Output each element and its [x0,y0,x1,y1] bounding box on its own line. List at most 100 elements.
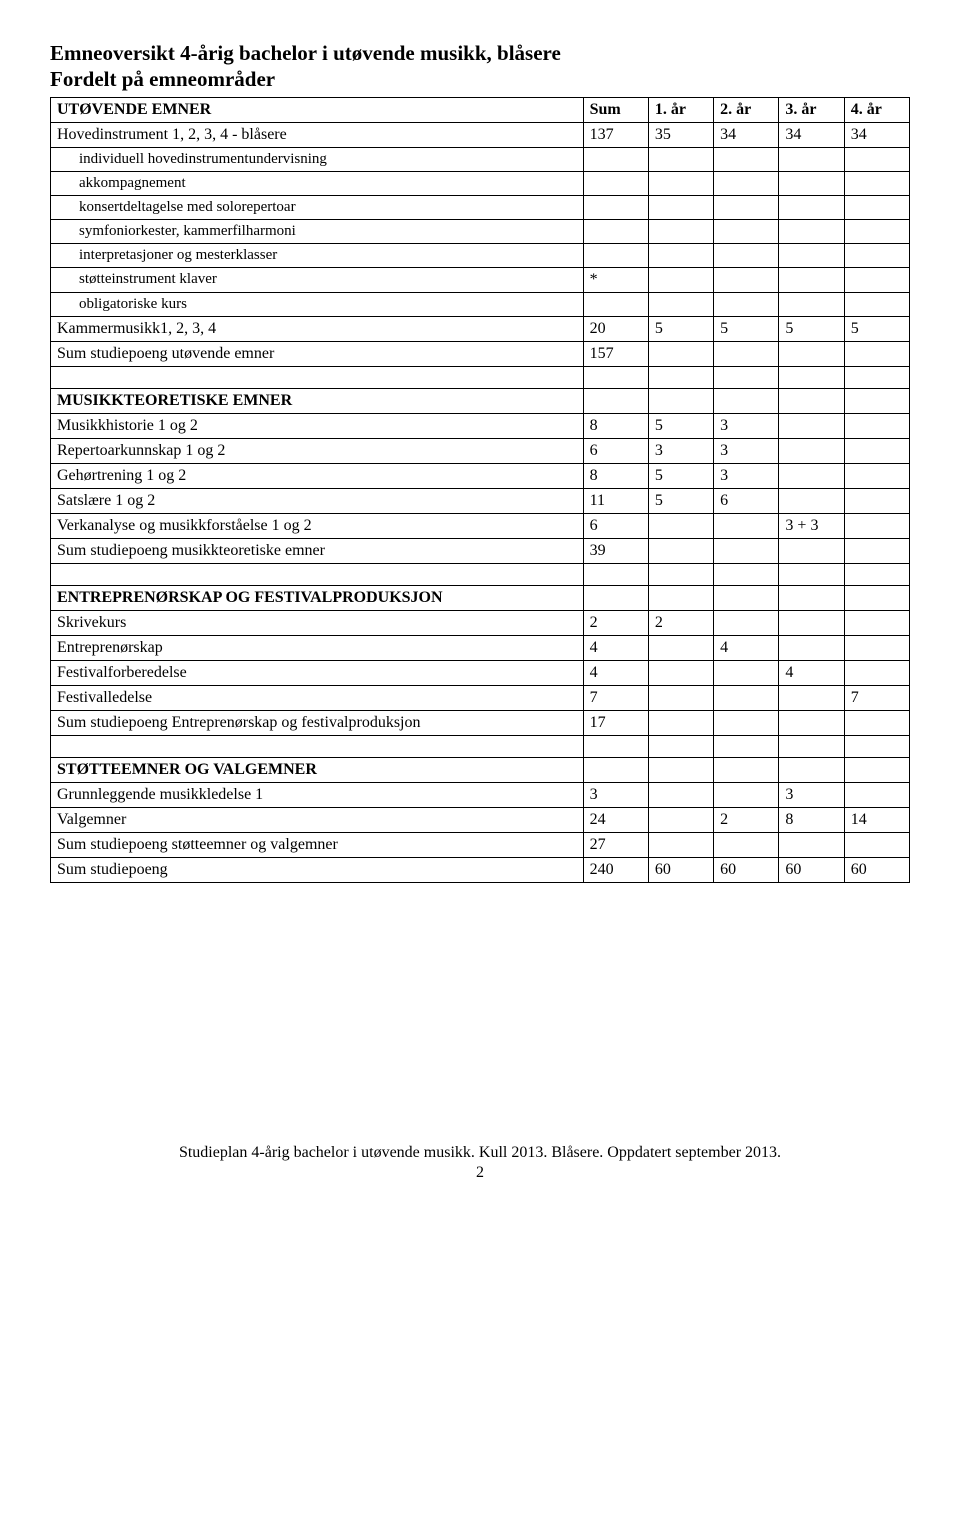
cell [714,243,779,267]
cell [583,292,648,316]
cell [583,219,648,243]
cell-label: Skrivekurs [51,610,584,635]
table-row: Kammermusikk1, 2, 3, 4 20 5 5 5 5 [51,316,910,341]
table-row: STØTTEEMNER OG VALGEMNER [51,757,910,782]
header-y1: 1. år [648,97,713,122]
cell-label: Musikkhistorie 1 og 2 [51,413,584,438]
table-row: akkompagnement [51,171,910,195]
cell: 60 [844,857,909,882]
title-line-1: Emneoversikt 4-årig bachelor i utøvende … [50,40,910,66]
cell-label: Sum studiepoeng Entreprenørskap og festi… [51,710,584,735]
cell [844,782,909,807]
cell [51,735,584,757]
table-row: symfoniorkester, kammerfilharmoni [51,219,910,243]
cell: 4 [779,660,844,685]
cell: 11 [583,488,648,513]
cell-label: Verkanalyse og musikkforståelse 1 og 2 [51,513,584,538]
cell [779,219,844,243]
cell: 60 [648,857,713,882]
table-row: Sum studiepoeng utøvende emner 157 [51,341,910,366]
course-table: UTØVENDE EMNER Sum 1. år 2. år 3. år 4. … [50,97,910,883]
cell [583,366,648,388]
cell [844,635,909,660]
cell [779,735,844,757]
cell-label: Hovedinstrument 1, 2, 3, 4 - blåsere [51,122,584,147]
cell: 14 [844,807,909,832]
cell [648,585,713,610]
cell [779,538,844,563]
cell [844,341,909,366]
cell: 34 [714,122,779,147]
cell-label: Festivalledelse [51,685,584,710]
cell: 34 [844,122,909,147]
cell-label: Gehørtrening 1 og 2 [51,463,584,488]
cell [648,195,713,219]
cell: 157 [583,341,648,366]
cell [714,660,779,685]
cell [648,735,713,757]
cell [844,488,909,513]
cell [844,513,909,538]
cell [844,292,909,316]
cell: 27 [583,832,648,857]
cell [648,660,713,685]
cell: 3 [648,438,713,463]
cell [583,563,648,585]
cell [714,610,779,635]
title-line-2: Fordelt på emneområder [50,66,910,92]
header-y3: 3. år [779,97,844,122]
cell [648,635,713,660]
cell [779,438,844,463]
table-row: Grunnleggende musikkledelse 1 3 3 [51,782,910,807]
header-label: UTØVENDE EMNER [51,97,584,122]
cell: 6 [583,513,648,538]
spacer-row [51,563,910,585]
table-row: obligatoriske kurs [51,292,910,316]
cell [779,147,844,171]
cell [583,388,648,413]
cell: 2 [648,610,713,635]
cell [648,341,713,366]
cell [648,267,713,292]
cell [779,195,844,219]
cell [844,388,909,413]
cell [844,832,909,857]
cell [779,171,844,195]
cell [844,366,909,388]
cell: 3 [714,438,779,463]
cell [51,366,584,388]
cell [714,782,779,807]
cell [779,267,844,292]
footer: Studieplan 4-årig bachelor i utøvende mu… [50,1143,910,1185]
cell [844,438,909,463]
cell [714,195,779,219]
cell [844,195,909,219]
cell: 5 [648,463,713,488]
cell [779,757,844,782]
cell [844,710,909,735]
cell [779,388,844,413]
title-block: Emneoversikt 4-årig bachelor i utøvende … [50,40,910,93]
cell [648,832,713,857]
cell: 60 [714,857,779,882]
cell [583,757,648,782]
cell [648,563,713,585]
table-row: Hovedinstrument 1, 2, 3, 4 - blåsere 137… [51,122,910,147]
cell: 3 [583,782,648,807]
cell [779,292,844,316]
cell [714,513,779,538]
cell-label: obligatoriske kurs [51,292,584,316]
cell: 35 [648,122,713,147]
cell: 137 [583,122,648,147]
cell: 4 [714,635,779,660]
cell [648,513,713,538]
cell-label: Entreprenørskap [51,635,584,660]
cell: 2 [583,610,648,635]
cell [583,195,648,219]
table-row: MUSIKKTEORETISKE EMNER [51,388,910,413]
spacer-row [51,366,910,388]
cell-label: Sum studiepoeng støtteemner og valgemner [51,832,584,857]
cell: 3 [779,782,844,807]
table-row: Festivalforberedelse 4 4 [51,660,910,685]
cell: 8 [779,807,844,832]
